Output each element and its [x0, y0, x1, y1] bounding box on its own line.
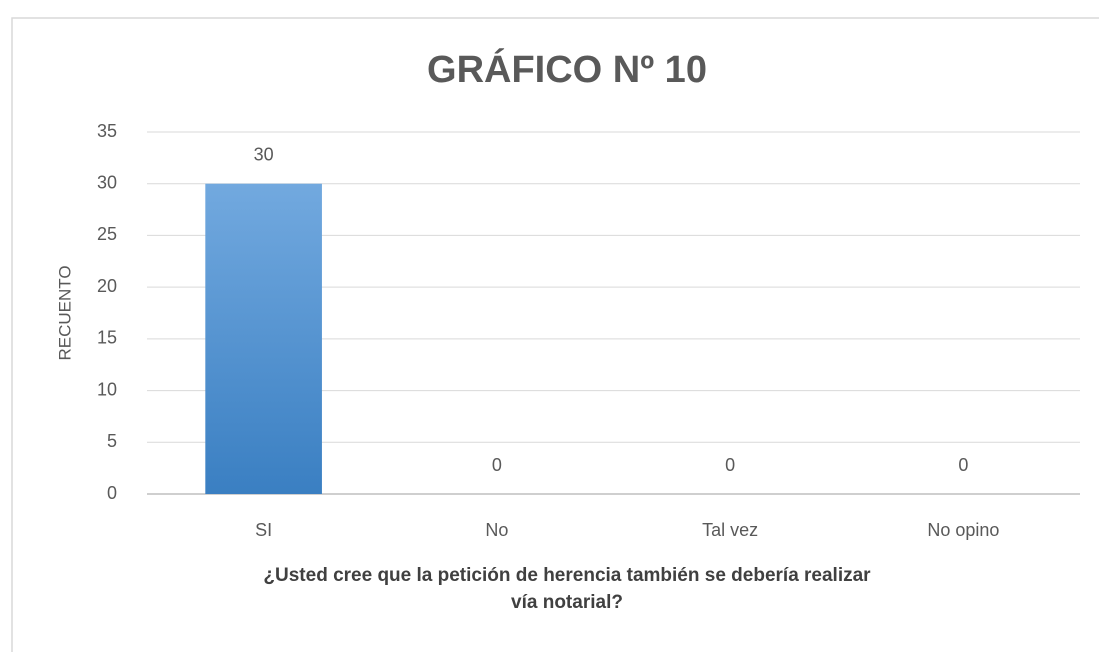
y-tick-label: 10: [97, 379, 117, 399]
y-tick-label: 30: [97, 172, 117, 192]
y-tick-label: 20: [97, 276, 117, 296]
y-tick-label: 5: [107, 431, 117, 451]
data-label: 0: [958, 455, 968, 475]
bar: [205, 183, 322, 494]
x-tick-label: SI: [255, 520, 272, 540]
x-tick-label: No: [485, 520, 508, 540]
x-axis-label: ¿Usted cree que la petición de herencia …: [263, 565, 871, 613]
y-tick-label: 0: [107, 483, 117, 503]
y-axis-label: RECUENTO: [55, 265, 74, 360]
x-tick-label: Tal vez: [702, 520, 758, 540]
y-tick-label: 15: [97, 328, 117, 348]
data-label: 0: [725, 455, 735, 475]
data-label: 30: [254, 144, 274, 164]
y-tick-label: 25: [97, 224, 117, 244]
data-label: 0: [492, 455, 502, 475]
chart-title: GRÁFICO Nº 10: [427, 47, 707, 91]
chart-border: [11, 17, 1099, 652]
y-tick-label: 35: [97, 121, 117, 141]
x-tick-label: No opino: [927, 520, 999, 540]
